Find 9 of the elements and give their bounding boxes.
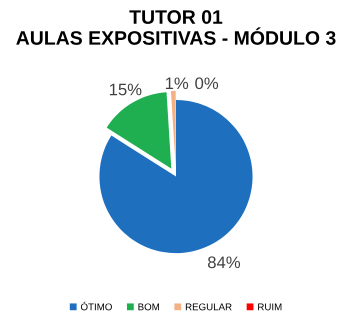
chart-title: TUTOR 01 AULAS EXPOSITIVAS - MÓDULO 3 bbox=[16, 10, 336, 45]
data-label: 15% bbox=[110, 84, 142, 96]
legend-label: REGULAR bbox=[186, 303, 232, 310]
legend-label: RUIM bbox=[258, 304, 282, 310]
legend-label: ÓTIMO bbox=[80, 302, 112, 310]
data-label: 84% bbox=[208, 256, 240, 268]
legend-label: BOM bbox=[138, 303, 159, 310]
text: 0% bbox=[195, 77, 218, 90]
data-label: 1% bbox=[166, 77, 188, 90]
